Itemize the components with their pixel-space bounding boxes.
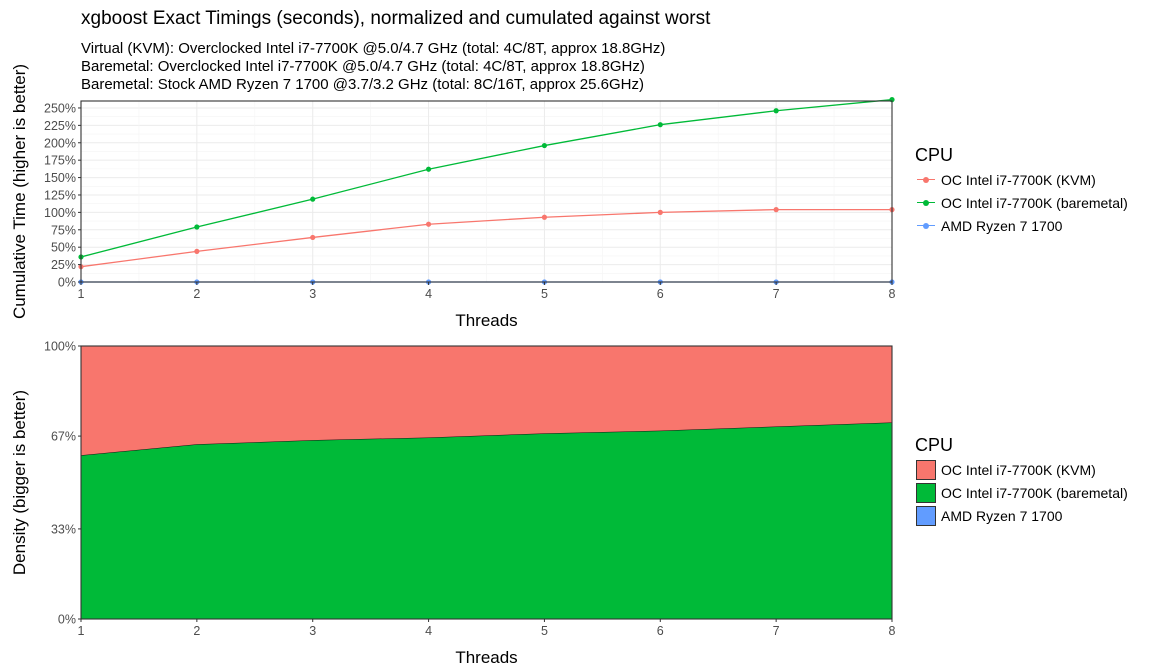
chart-subtitle-2: Baremetal: Overclocked Intel i7-7700K @5… (81, 58, 645, 75)
x-tick-label: 1 (78, 624, 85, 638)
y-tick-label: 75% (51, 223, 76, 237)
legend-key-box-ryzen (916, 506, 936, 526)
x-tick-label: 8 (889, 287, 896, 301)
data-point (541, 214, 548, 220)
legend-key-line-kvm (915, 169, 937, 191)
y-axis-title: Cumulative Time (higher is better) (10, 64, 29, 319)
legend-bottom-item-kvm: OC Intel i7-7700K (KVM) (915, 459, 1096, 481)
y-tick-label: 25% (51, 258, 76, 272)
data-point (425, 166, 432, 172)
legend-bottom-item-baremetal: OC Intel i7-7700K (baremetal) (915, 482, 1128, 504)
panel-border (80, 100, 893, 283)
legend-bottom-title: CPU (915, 435, 954, 455)
legend-label: OC Intel i7-7700K (KVM) (941, 462, 1096, 478)
x-axis-title: Threads (455, 311, 517, 330)
data-point (310, 234, 316, 241)
y-tick-label: 33% (51, 522, 76, 536)
legend-key-line-ryzen (915, 215, 937, 237)
data-point (657, 209, 663, 215)
legend-label: OC Intel i7-7700K (baremetal) (941, 485, 1128, 501)
x-tick-label: 7 (773, 287, 780, 301)
legend-label: OC Intel i7-7700K (KVM) (941, 172, 1096, 188)
x-tick-label: 4 (425, 624, 432, 638)
legend-top-item-baremetal: OC Intel i7-7700K (baremetal) (915, 192, 1128, 214)
y-tick-label: 0% (58, 276, 76, 290)
x-tick-label: 3 (309, 624, 316, 638)
x-tick-label: 1 (78, 287, 85, 301)
legend-key-box-baremetal (916, 483, 936, 503)
y-tick-label: 200% (44, 136, 76, 150)
data-point (541, 142, 548, 149)
y-tick-label: 100% (44, 340, 76, 354)
y-tick-label: 50% (51, 241, 76, 255)
legend-bottom-item-ryzen: AMD Ryzen 7 1700 (915, 505, 1062, 527)
y-tick-label: 175% (44, 154, 76, 168)
panel-border (80, 345, 893, 620)
data-point (194, 248, 200, 254)
plot-panel-2 (78, 345, 893, 622)
legend-label: AMD Ryzen 7 1700 (941, 218, 1063, 234)
data-point (425, 221, 432, 227)
x-tick-label: 3 (309, 287, 316, 301)
x-tick-label: 8 (889, 624, 896, 638)
plot-panel-1 (78, 97, 895, 285)
x-tick-label: 5 (541, 287, 548, 301)
x-tick-label: 4 (425, 287, 432, 301)
legend-key-box-kvm (916, 460, 936, 480)
x-tick-label: 6 (657, 287, 664, 301)
legend-top-item-kvm: OC Intel i7-7700K (KVM) (915, 169, 1096, 191)
y-tick-label: 0% (58, 613, 76, 627)
data-point (194, 224, 200, 230)
x-tick-label: 5 (541, 624, 548, 638)
x-tick-label: 2 (193, 287, 200, 301)
y-tick-label: 225% (44, 119, 76, 133)
legend-label: OC Intel i7-7700K (baremetal) (941, 195, 1128, 211)
x-axis-title: Threads (455, 648, 517, 667)
data-point (773, 207, 779, 213)
x-tick-label: 6 (657, 624, 664, 638)
series-line-1 (80, 208, 892, 268)
y-axis-title: Density (bigger is better) (10, 390, 29, 575)
area-band-1 (81, 346, 892, 456)
y-tick-label: 125% (44, 188, 76, 202)
legend-label: AMD Ryzen 7 1700 (941, 508, 1063, 524)
y-tick-label: 67% (51, 430, 76, 444)
series-line-2 (80, 98, 893, 258)
legend-key-line-baremetal (915, 192, 937, 214)
y-tick-label: 100% (44, 206, 76, 220)
x-tick-label: 2 (193, 624, 200, 638)
data-point (773, 108, 779, 114)
chart-title: xgboost Exact Timings (seconds), normali… (81, 8, 711, 29)
area-band-2 (81, 422, 892, 619)
chart-subtitle-3: Baremetal: Stock AMD Ryzen 7 1700 @3.7/3… (81, 76, 644, 93)
legend-top-title: CPU (915, 145, 954, 165)
legend-top-item-ryzen: AMD Ryzen 7 1700 (915, 215, 1062, 237)
y-tick-label: 250% (44, 101, 76, 115)
data-point (657, 122, 663, 128)
y-tick-label: 150% (44, 171, 76, 185)
chart-subtitle-1: Virtual (KVM): Overclocked Intel i7-7700… (81, 40, 666, 57)
data-point (310, 196, 316, 202)
x-tick-label: 7 (773, 624, 780, 638)
